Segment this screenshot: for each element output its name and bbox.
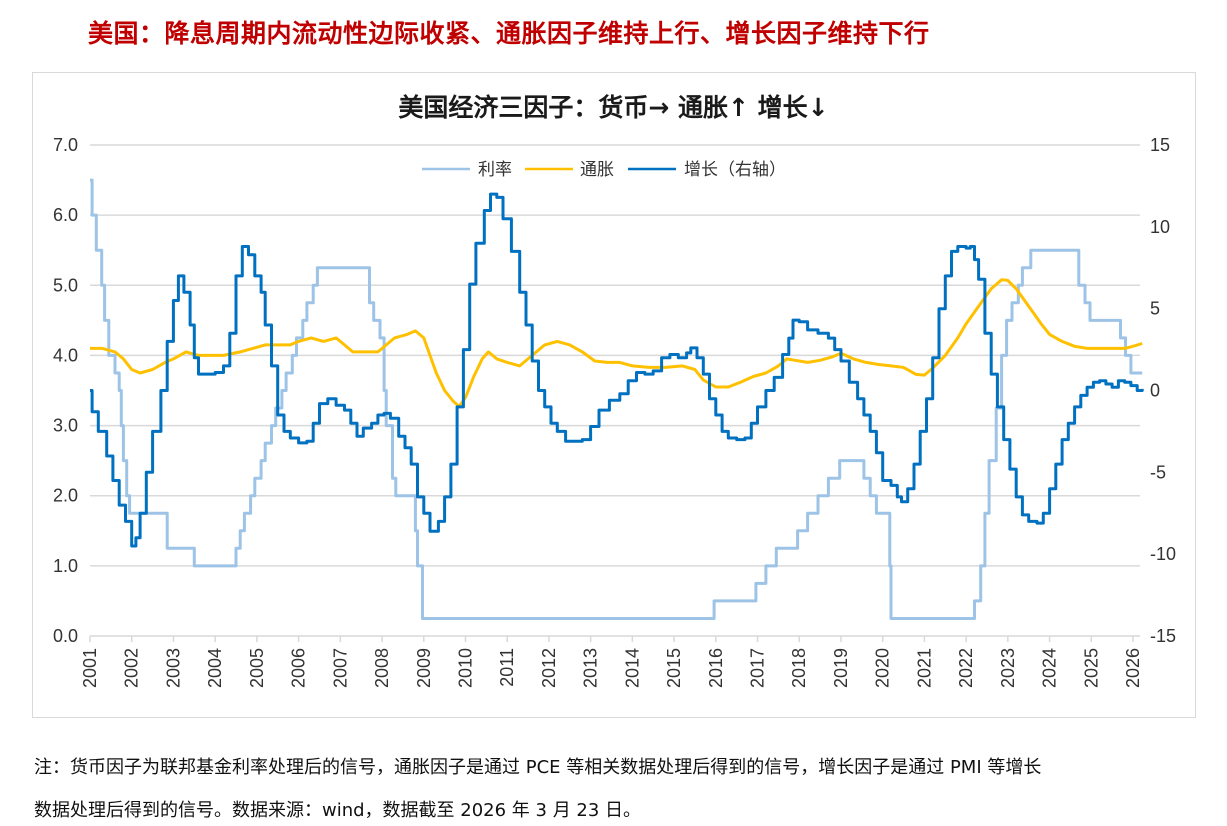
- legend-label: 利率: [478, 160, 512, 180]
- y-right-tick-label: -5: [1150, 462, 1166, 482]
- series-line-inflation: [90, 278, 1143, 409]
- legend-label: 增长（右轴）: [684, 160, 786, 180]
- chart-title: 美国经济三因子：货币→ 通胀↑ 增长↓: [398, 93, 829, 122]
- x-tick-label: 2018: [789, 648, 809, 688]
- x-tick-label: 2005: [247, 648, 267, 688]
- x-tick-label: 2024: [1040, 648, 1060, 688]
- x-tick-label: 2021: [914, 648, 934, 688]
- x-tick-label: 2022: [956, 648, 976, 688]
- series-lines: [90, 178, 1144, 620]
- footnote-line-2: 数据处理后得到的信号。数据来源：wind，数据截至 2026 年 3 月 23 …: [34, 800, 642, 821]
- legend-label: 通胀: [580, 160, 614, 180]
- y-left-tick-label: 0.0: [53, 626, 78, 646]
- y-right-tick-label: 5: [1150, 299, 1160, 319]
- x-tick-label: 2002: [122, 648, 142, 688]
- chart-legend: 利率 通胀 增长（右轴）: [422, 160, 786, 180]
- x-tick-label: 2013: [581, 648, 601, 688]
- x-tick-label: 2007: [330, 648, 350, 688]
- x-axis-ticks: 2001 2002 2003 2004 2005 2006 2007 2008 2009 2010…: [80, 636, 1143, 688]
- x-tick-label: 2010: [455, 648, 475, 688]
- x-tick-label: 2017: [748, 648, 768, 688]
- x-tick-label: 2009: [414, 648, 434, 688]
- y-right-tick-label: 15: [1150, 135, 1170, 155]
- gridlines: [90, 144, 1140, 637]
- y-axis-left-labels: 0.0 1.0 2.0 3.0 4.0 5.0 6.0 7.0: [53, 135, 78, 646]
- x-tick-label: 2025: [1081, 648, 1101, 688]
- y-left-tick-label: 4.0: [53, 345, 78, 365]
- x-tick-label: 2011: [497, 648, 517, 687]
- x-tick-label: 2020: [873, 648, 893, 688]
- y-left-tick-label: 3.0: [53, 416, 78, 436]
- y-right-tick-label: -10: [1150, 544, 1176, 564]
- y-left-tick-label: 6.0: [53, 205, 78, 225]
- x-tick-label: 2006: [289, 648, 309, 688]
- x-tick-label: 2023: [998, 648, 1018, 688]
- y-axis-right-labels: -15 -10 -5 0 5 10 15: [1150, 135, 1176, 646]
- x-tick-label: 2014: [622, 648, 642, 688]
- y-left-tick-label: 1.0: [53, 556, 78, 576]
- x-tick-label: 2015: [664, 648, 684, 688]
- x-tick-label: 2004: [205, 648, 225, 688]
- footnote-line-1: 注：货币因子为联邦基金利率处理后的信号，通胀因子是通过 PCE 等相关数据处理后…: [34, 757, 1042, 778]
- series-line-growth: [90, 192, 1144, 548]
- x-tick-label: 2003: [163, 648, 183, 688]
- y-left-tick-label: 5.0: [53, 275, 78, 295]
- x-tick-label: 2008: [372, 648, 392, 688]
- page-headline: 美国：降息周期内流动性边际收紧、通胀因子维持上行、增长因子维持下行: [88, 19, 930, 48]
- y-left-tick-label: 7.0: [53, 135, 78, 155]
- y-left-tick-label: 2.0: [53, 486, 78, 506]
- y-right-tick-label: 10: [1150, 217, 1170, 237]
- y-right-tick-label: -15: [1150, 626, 1176, 646]
- x-tick-label: 2016: [706, 648, 726, 688]
- series-line-rate: [90, 178, 1143, 620]
- x-tick-label: 2012: [539, 648, 559, 688]
- x-tick-label: 2019: [831, 648, 851, 688]
- y-right-tick-label: 0: [1150, 381, 1160, 401]
- x-tick-label: 2026: [1123, 648, 1143, 688]
- x-tick-label: 2001: [80, 648, 100, 688]
